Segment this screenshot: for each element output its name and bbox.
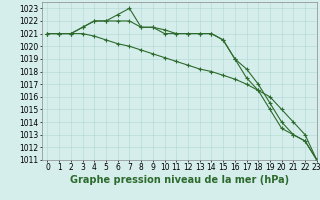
X-axis label: Graphe pression niveau de la mer (hPa): Graphe pression niveau de la mer (hPa) (70, 175, 289, 185)
